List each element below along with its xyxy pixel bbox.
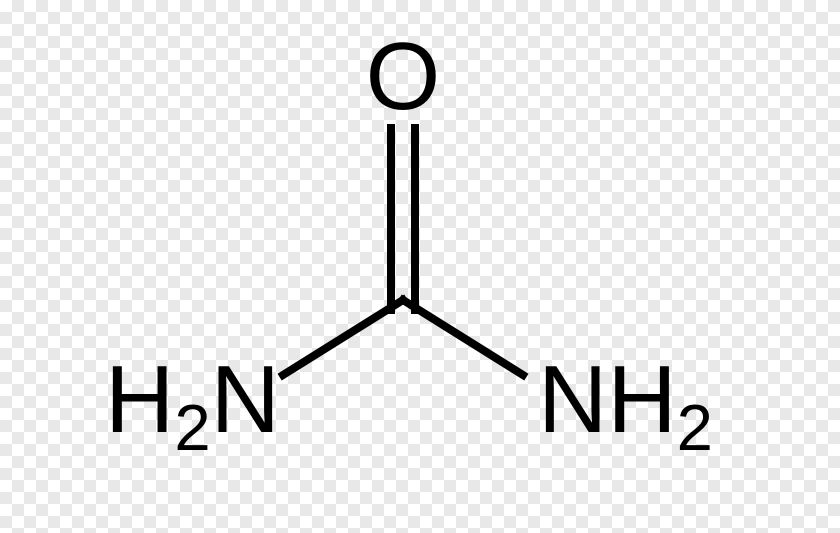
c-n-left [283, 300, 403, 375]
amine-left-label: H2N [105, 352, 280, 448]
molecule-canvas: O H2N NH2 [0, 0, 840, 533]
c-n-right [403, 300, 523, 375]
oxygen-atom-label: O [366, 29, 441, 125]
amine-right-label: NH2 [538, 352, 713, 448]
